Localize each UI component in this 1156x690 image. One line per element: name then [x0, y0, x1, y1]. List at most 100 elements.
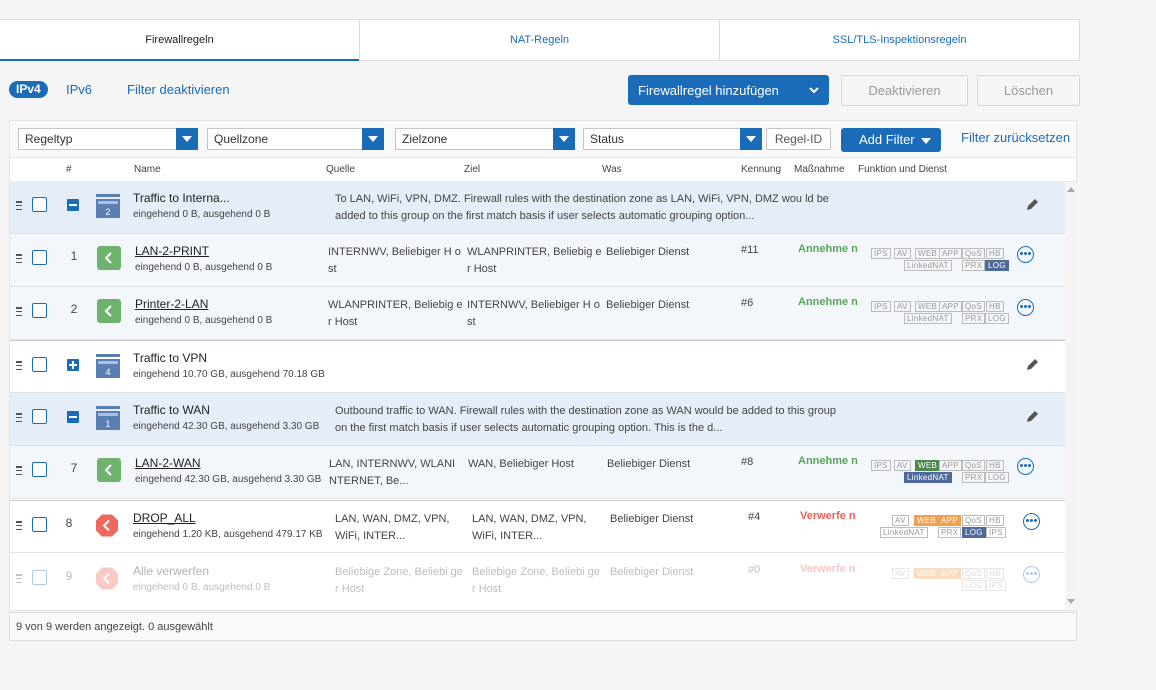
chevron-down-icon — [809, 87, 819, 94]
table-row[interactable]: 7 LAN-2-WAN eingehend 42.30 GB, ausgehen… — [10, 446, 1065, 499]
badge-qos: QoS — [962, 248, 985, 259]
ipv6-toggle[interactable]: IPv6 — [66, 82, 93, 97]
group-row[interactable]: 2 Traffic to Interna... eingehend 0 B, a… — [10, 181, 1065, 234]
rule-destination: Beliebige Zone, Beliebi ger Host — [472, 566, 600, 595]
rule-name[interactable]: LAN-2-WAN — [135, 456, 201, 470]
edit-icon[interactable] — [1025, 197, 1040, 212]
badge-linkednat: LinkedNAT — [904, 313, 952, 324]
deactivate-button[interactable]: Deaktivieren — [841, 75, 968, 106]
badge-linkednat: LinkedNAT — [904, 472, 952, 483]
badge-av: AV — [894, 460, 911, 471]
rule-traffic: eingehend 0 B, ausgehend 0 B — [133, 209, 271, 220]
reset-filter-link[interactable]: Filter zurücksetzen — [961, 130, 1071, 145]
group-description: To LAN, WiFi, VPN, DMZ. Firewall rules w… — [335, 193, 829, 222]
rule-traffic: eingehend 1.20 KB, ausgehend 479.17 KB — [133, 529, 323, 540]
expand-icon[interactable] — [67, 359, 79, 371]
add-firewall-rule-label: Firewallregel hinzufügen — [638, 82, 779, 98]
more-options-icon[interactable] — [1023, 566, 1040, 583]
row-checkbox[interactable] — [32, 197, 47, 212]
rule-source: LAN, WAN, DMZ, VPN, WiFi, INTER... — [335, 513, 450, 542]
row-checkbox[interactable] — [32, 409, 47, 424]
quellzone-select[interactable]: Quellzone — [207, 128, 384, 150]
drag-handle-icon[interactable] — [16, 466, 22, 475]
filter-bar: Regeltyp Quellzone Zielzone Status Regel… — [9, 120, 1077, 158]
row-checkbox[interactable] — [32, 570, 47, 585]
drag-handle-icon[interactable] — [16, 574, 22, 583]
regel-id-input[interactable]: Regel-ID — [766, 128, 831, 150]
add-firewall-rule-button[interactable]: Firewallregel hinzufügen — [628, 75, 829, 105]
more-options-icon[interactable] — [1017, 246, 1034, 263]
drag-handle-icon[interactable] — [16, 254, 22, 263]
tab-bar: Firewallregeln NAT-Regeln SSL/TLS-Inspek… — [0, 19, 1080, 61]
tab-firewallregeln[interactable]: Firewallregeln — [0, 20, 360, 61]
rule-name[interactable]: DROP_ALL — [133, 511, 196, 525]
group-row[interactable]: 4 Traffic to VPN eingehend 10.70 GB, aus… — [10, 340, 1065, 393]
rule-name[interactable]: LAN-2-PRINT — [135, 244, 210, 258]
rule-name[interactable]: Alle verwerfen — [133, 564, 210, 578]
drag-handle-icon[interactable] — [16, 413, 22, 422]
zielzone-value: Zielzone — [402, 132, 448, 146]
col-kennung: Kennung — [741, 164, 782, 175]
drag-handle-icon[interactable] — [16, 521, 22, 530]
rule-name[interactable]: Traffic to VPN — [133, 351, 208, 365]
rule-action: Annehme n — [798, 455, 858, 467]
table-row[interactable]: 1 LAN-2-PRINT eingehend 0 B, ausgehend 0… — [10, 234, 1065, 287]
rule-type-icon — [97, 458, 121, 482]
rule-name[interactable]: Printer-2-LAN — [135, 297, 209, 311]
rule-action: Annehme n — [798, 243, 858, 255]
table-row[interactable]: 8 DROP_ALL eingehend 1.20 KB, ausgehend … — [10, 500, 1065, 553]
rule-action: Annehme n — [798, 296, 858, 308]
tab-ssl-tls[interactable]: SSL/TLS-Inspektionsregeln — [832, 34, 967, 46]
badge-ips: IPS — [871, 301, 891, 312]
rule-name[interactable]: Traffic to Interna... — [133, 191, 230, 205]
more-options-icon[interactable] — [1017, 458, 1034, 475]
rule-action: Verwerfe n — [800, 510, 856, 522]
vertical-scrollbar[interactable] — [1065, 182, 1077, 609]
more-options-icon[interactable] — [1023, 513, 1040, 530]
rule-id: #8 — [741, 456, 754, 468]
more-options-icon[interactable] — [1017, 299, 1034, 316]
scroll-up-icon[interactable] — [1067, 187, 1075, 192]
badge-qos: QoS — [962, 515, 985, 526]
rule-service: Beliebiger Dienst — [607, 458, 691, 470]
row-checkbox[interactable] — [32, 517, 47, 532]
row-checkbox[interactable] — [32, 250, 47, 265]
edit-icon[interactable] — [1025, 409, 1040, 424]
filter-deactivate-link[interactable]: Filter deaktivieren — [127, 82, 230, 97]
row-checkbox[interactable] — [32, 303, 47, 318]
ipv4-toggle[interactable]: IPv4 — [9, 81, 48, 98]
col-massnahme: Maßnahme — [794, 164, 845, 175]
badge-web: WEB — [915, 248, 941, 259]
delete-button[interactable]: Löschen — [977, 75, 1080, 106]
scroll-down-icon[interactable] — [1067, 599, 1075, 604]
add-filter-button[interactable]: Add Filter — [841, 128, 941, 152]
collapse-icon[interactable] — [67, 199, 79, 211]
group-row[interactable]: 1 Traffic to WAN eingehend 42.30 GB, aus… — [10, 393, 1065, 446]
badge-prx: PRX — [962, 260, 986, 271]
collapse-icon[interactable] — [67, 411, 79, 423]
drag-handle-icon[interactable] — [16, 307, 22, 316]
edit-icon[interactable] — [1025, 357, 1040, 372]
badge-av: AV — [892, 515, 909, 526]
rule-action: Verwerfe n — [800, 563, 856, 575]
table-row[interactable]: 2 Printer-2-LAN eingehend 0 B, ausgehend… — [10, 287, 1065, 340]
table-footer: 9 von 9 werden angezeigt. 0 ausgewählt — [9, 612, 1077, 641]
drag-handle-icon[interactable] — [16, 361, 22, 370]
rule-name[interactable]: Traffic to WAN — [133, 403, 210, 417]
badge-linkednat: LinkedNAT — [904, 260, 952, 271]
col-was: Was — [602, 164, 622, 175]
status-select[interactable]: Status — [583, 128, 762, 150]
badge-linkednat: LinkedNAT — [880, 527, 928, 538]
row-checkbox[interactable] — [32, 462, 47, 477]
tab-nat-regeln[interactable]: NAT-Regeln — [360, 20, 720, 60]
zielzone-select[interactable]: Zielzone — [395, 128, 575, 150]
table-row[interactable]: 9 Alle verwerfen eingehend 0 B, ausgehen… — [10, 554, 1065, 607]
badge-app: APP — [938, 568, 961, 579]
rule-traffic: eingehend 42.30 GB, ausgehend 3.30 GB — [133, 421, 320, 432]
col-num: # — [66, 164, 72, 175]
rule-id: #4 — [748, 511, 761, 523]
regeltyp-select[interactable]: Regeltyp — [18, 128, 198, 150]
row-checkbox[interactable] — [32, 357, 47, 372]
drag-handle-icon[interactable] — [16, 201, 22, 210]
badge-hb: HB — [986, 248, 1004, 259]
